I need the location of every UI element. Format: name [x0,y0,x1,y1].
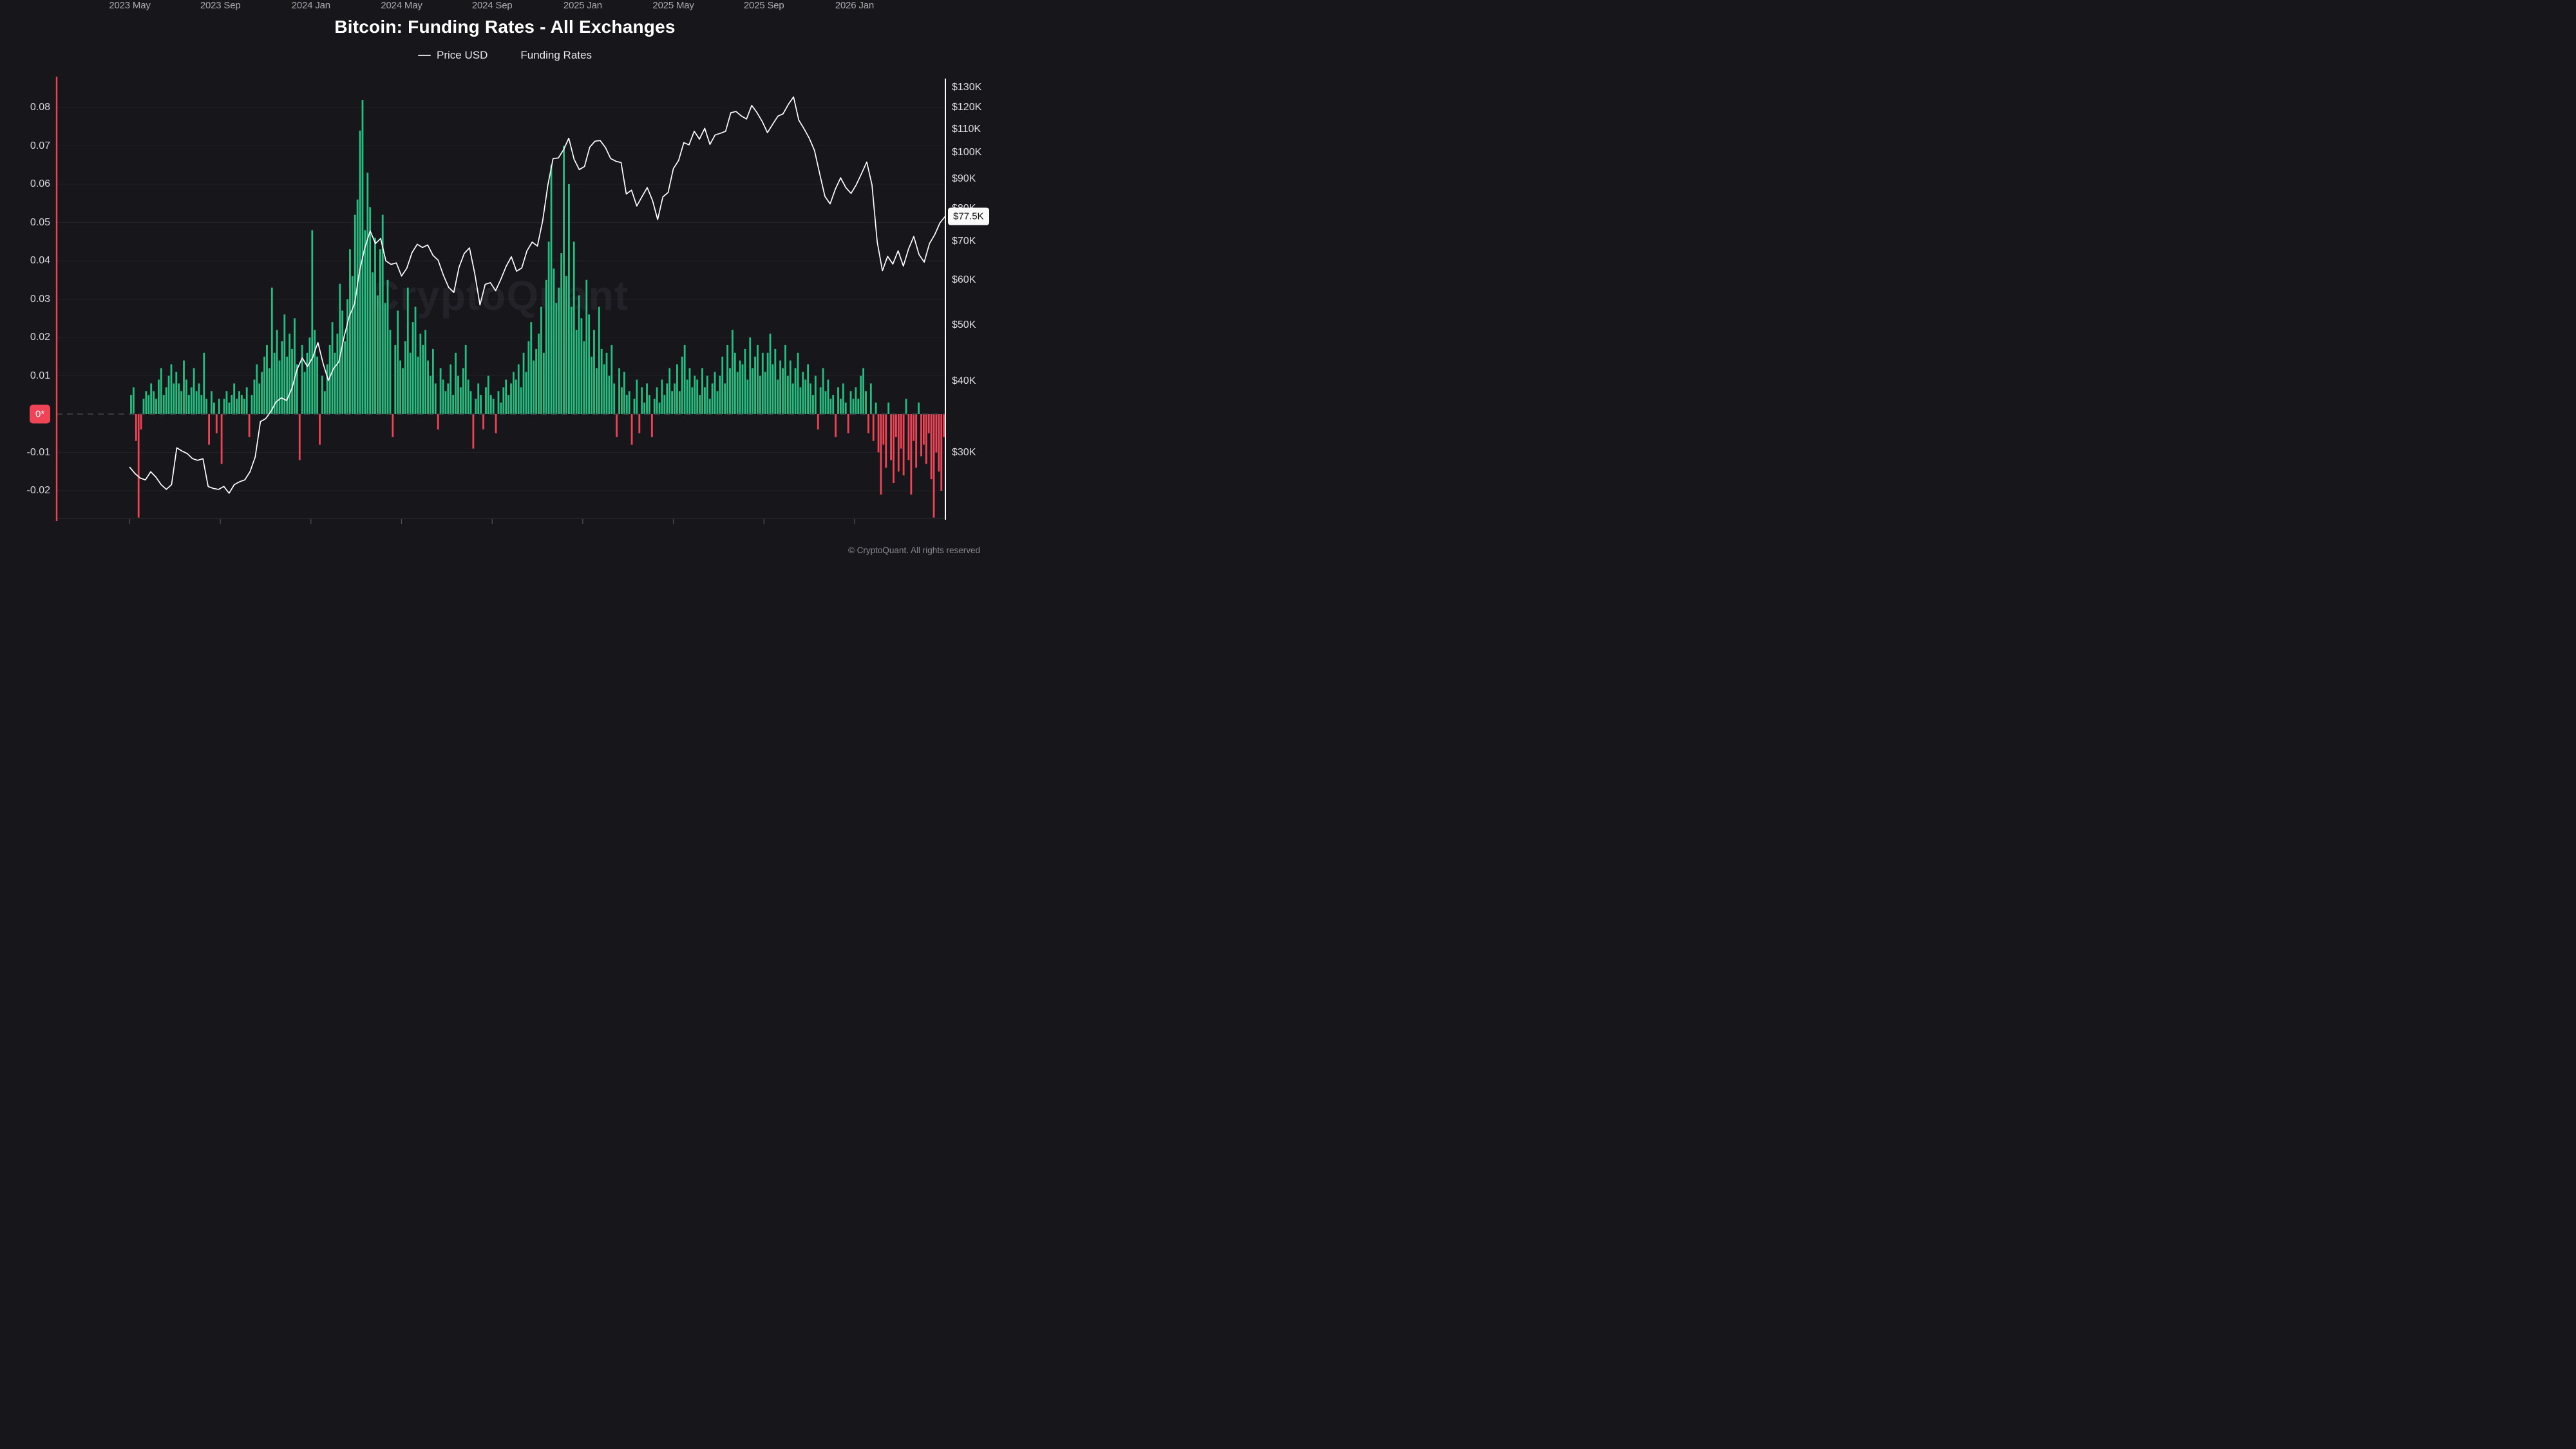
axis-tick-label: $110K [952,123,981,135]
axis-tick-label: 2024 Jan [291,0,330,11]
axis-tick-label: 2023 May [109,0,151,11]
axis-tick-label: 0.03 [30,293,50,305]
axis-tick-label: $90K [952,173,976,185]
axis-tick-label: $40K [952,375,976,386]
axis-tick-label: 0.07 [30,140,50,151]
chart-title: Bitcoin: Funding Rates - All Exchanges [334,17,676,37]
copyright-text: © CryptoQuant. All rights reserved [848,545,980,555]
current-price-badge: $77.5K [948,207,989,225]
axis-tick-label: 2026 Jan [835,0,874,11]
axis-tick-label: 0.02 [30,332,50,343]
axis-tick-label: 2025 May [652,0,694,11]
axis-tick-label: 0.08 [30,102,50,113]
axis-tick-label: $70K [952,236,976,247]
axis-tick-label: 0.05 [30,216,50,228]
axis-tick-label: 0.04 [30,255,50,266]
axis-tick-label: 0.01 [30,370,50,381]
zero-funding-badge: 0* [30,404,51,424]
axis-tick-label: -0.01 [26,446,50,458]
axis-tick-label: 2025 Sep [743,0,784,11]
price-line-icon [418,54,431,57]
funding-rates-chart-window: Bitcoin: Funding Rates - All Exchanges P… [0,0,1010,568]
axis-tick-label: 2024 May [381,0,422,11]
axis-tick-label: $120K [952,101,982,113]
cryptoquant-watermark: CryptoQuant [370,272,629,319]
axis-tick-label: $100K [952,147,982,158]
axis-tick-label: $50K [952,319,976,331]
axis-tick-label: 2025 Jan [563,0,602,11]
legend-item-price[interactable]: Price USD [418,49,488,62]
axis-tick-label: 2023 Sep [200,0,241,11]
legend-price-label: Price USD [437,49,488,61]
axis-tick-label: -0.02 [26,485,50,496]
axis-tick-label: $30K [952,447,976,459]
chart-legend: Price USD Funding Rates [0,49,1010,62]
axis-tick-label: $130K [952,82,982,93]
legend-funding-label: Funding Rates [520,49,592,61]
axis-tick-label: $60K [952,274,976,285]
legend-item-funding[interactable]: Funding Rates [504,49,592,62]
axis-tick-label: 2024 Sep [471,0,513,11]
axis-tick-label: 0.06 [30,178,50,189]
plot-area[interactable] [0,0,1010,568]
